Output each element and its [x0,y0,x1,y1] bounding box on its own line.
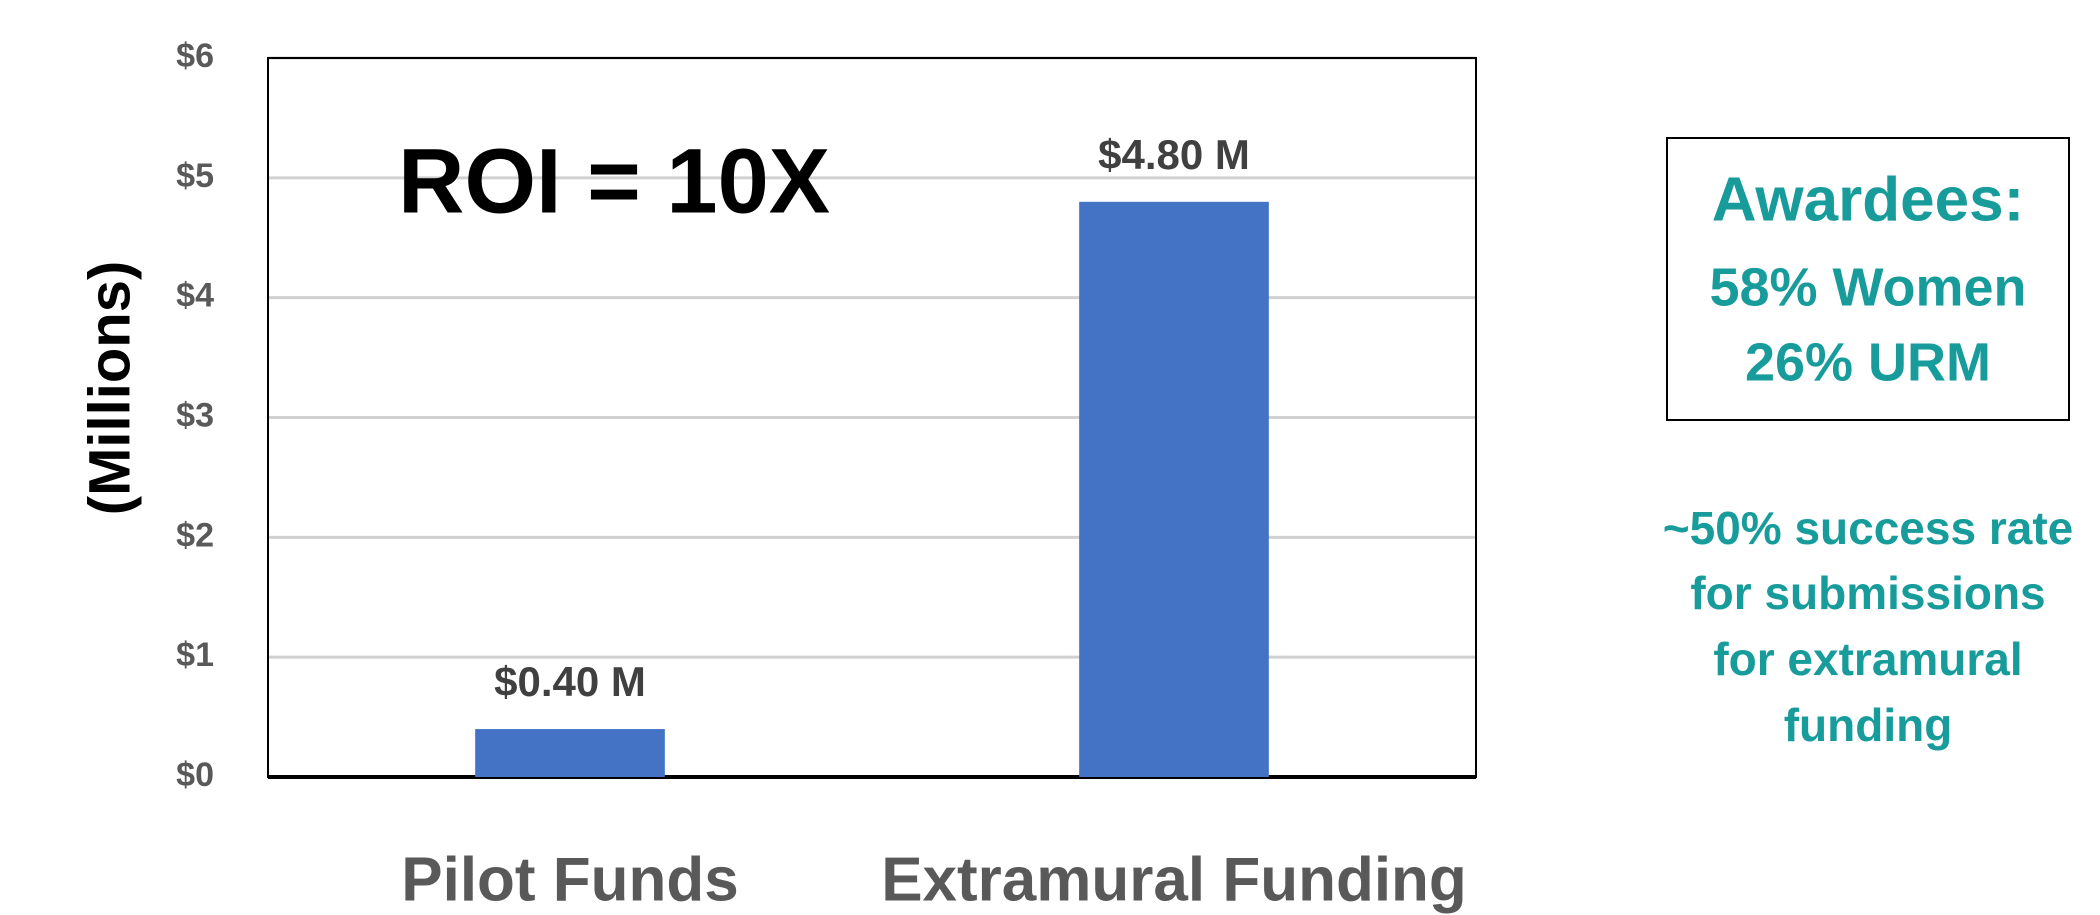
note-line: ~50% success rate [1663,502,2073,554]
y-tick-label: $4 [176,277,214,315]
bar [1079,201,1269,778]
awardees-title: Awardees: [1712,165,2024,234]
y-axis-label: (Millions) [77,261,142,516]
y-tick-label: $5 [176,157,214,195]
x-tick-label: Pilot Funds [401,845,739,914]
y-tick-label: $1 [176,636,214,674]
note-line: for submissions [1690,567,2045,619]
y-tick-label: $6 [176,37,214,75]
awardees-box [1666,137,2070,421]
y-tick-label: $2 [176,516,214,554]
awardees-line: 26% URM [1745,332,1991,392]
y-tick-label: $0 [176,756,214,794]
note-line: funding [1784,699,1953,751]
data-label: $0.40 M [494,658,646,705]
data-label: $4.80 M [1098,131,1250,178]
annotation: ROI = 10X [398,130,830,232]
note-line: for extramural [1713,633,2022,685]
x-tick-label: Extramural Funding [881,845,1467,914]
bar [475,729,665,777]
awardees-line: 58% Women [1709,257,2026,317]
y-tick-label: $3 [176,396,214,434]
